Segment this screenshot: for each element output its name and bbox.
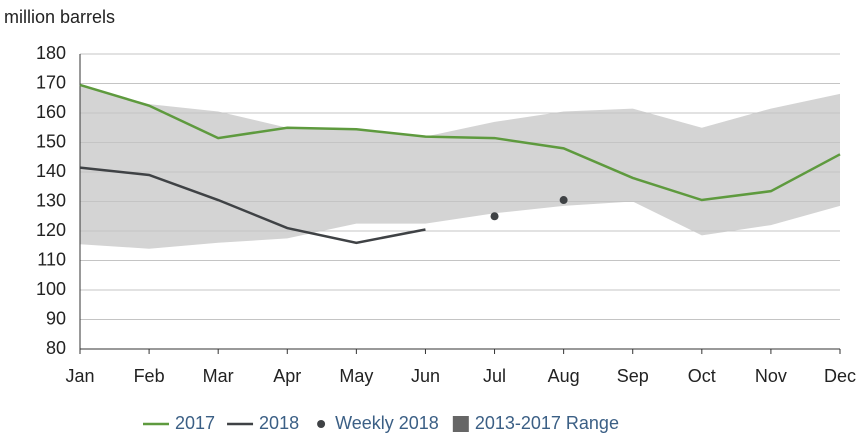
y-tick-label: 150 — [36, 131, 66, 151]
y-tick-label: 120 — [36, 220, 66, 240]
grid — [80, 53, 840, 350]
line-series — [79, 166, 426, 245]
legend: 2017 2018 Weekly 2018 2013-2017 Range — [143, 413, 619, 433]
legend-swatch — [317, 420, 326, 428]
point — [559, 196, 568, 205]
x-tick-label: Nov — [755, 366, 787, 386]
y-tick-label: 130 — [36, 190, 66, 210]
x-tick-label: Jun — [411, 366, 440, 386]
range-band — [80, 84, 840, 249]
legend-label: 2013-2017 Range — [475, 413, 619, 433]
legend-swatch — [452, 416, 469, 432]
x-tick-label: Aug — [548, 366, 580, 386]
y-tick-label: 180 — [36, 43, 66, 63]
y-tick-label: 100 — [36, 279, 66, 299]
x-tick-label: May — [339, 366, 373, 386]
y-tick-label: 110 — [37, 249, 66, 269]
y-tick-label: 90 — [46, 308, 66, 328]
x-tick-label: Sep — [617, 366, 649, 386]
x-tick-label: Jul — [483, 366, 506, 386]
y-tick-label: 140 — [36, 161, 66, 181]
point — [490, 212, 499, 221]
y-tick-label: 80 — [46, 338, 66, 358]
legend-label: Weekly 2018 — [335, 413, 439, 433]
y-tick-label: 160 — [36, 102, 66, 122]
line-series — [79, 83, 841, 202]
x-tick-label: Apr — [273, 366, 301, 386]
bands — [80, 84, 840, 249]
x-tick-label: Oct — [688, 366, 716, 386]
x-tick-label: Mar — [203, 366, 234, 386]
y-tick-label: 170 — [36, 72, 66, 92]
x-tick-label: Dec — [824, 366, 856, 386]
legend-label: 2018 — [259, 413, 299, 433]
x-tick-label: Jan — [65, 366, 94, 386]
axis-label: million barrels — [4, 7, 115, 27]
x-tick-label: Feb — [134, 366, 165, 386]
legend-label: 2017 — [175, 413, 215, 433]
